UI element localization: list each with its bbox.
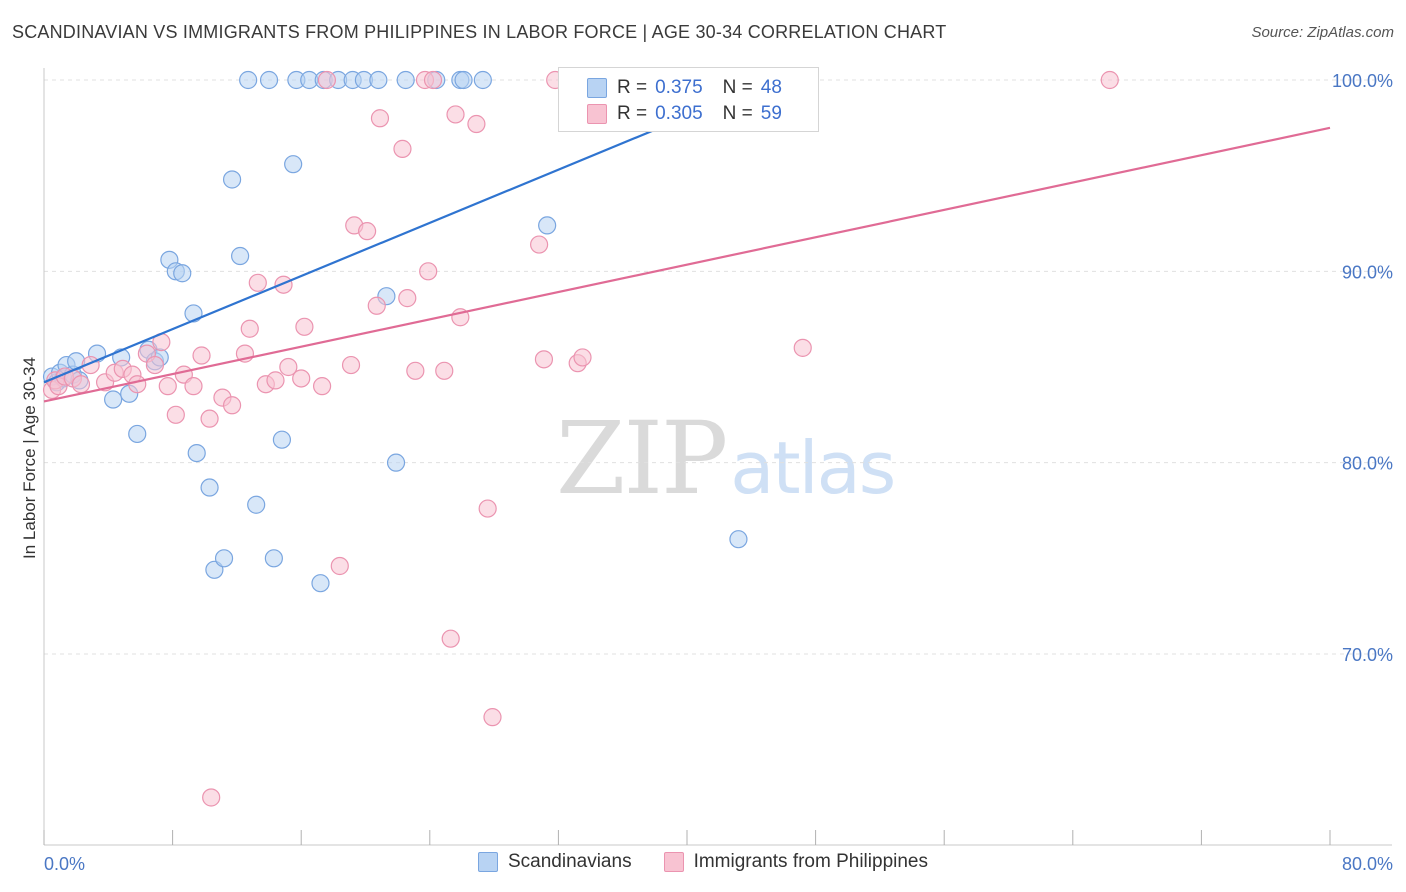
philippines-point: [530, 235, 549, 254]
chart-title: SCANDINAVIAN VS IMMIGRANTS FROM PHILIPPI…: [12, 22, 947, 42]
legend-r-label: R =: [617, 103, 648, 124]
philippines-point: [423, 70, 443, 90]
philippines-point: [240, 319, 259, 338]
philippines-point: [341, 355, 361, 375]
legend-swatch-blue: [477, 852, 498, 872]
scandinavians-point: [247, 495, 266, 514]
philippines-point: [222, 396, 242, 415]
legend-n-value: 59: [760, 103, 782, 124]
philippines-point: [317, 70, 337, 90]
legend-swatch-pink: [587, 104, 607, 124]
scandinavians-point: [222, 170, 242, 189]
legend-row-philippines: R = 0.305 N = 59: [587, 102, 782, 126]
philippines-point: [435, 361, 454, 380]
philippines-point: [419, 262, 438, 281]
watermark-atlas: atlas: [730, 426, 896, 510]
philippines-point: [128, 375, 147, 394]
legend-n-label: N =: [722, 77, 753, 98]
philippines-point: [295, 317, 314, 336]
philippines-point: [358, 222, 377, 241]
philippines-points: [42, 70, 1119, 807]
philippines-point: [166, 405, 185, 424]
philippines-point: [483, 708, 502, 727]
scandinavians-point: [239, 70, 258, 90]
philippines-point: [441, 629, 460, 648]
correlation-legend: R = 0.375 N = 48 R = 0.305 N = 59: [558, 67, 819, 132]
philippines-point: [192, 346, 211, 365]
legend-item-scandinavians[interactable]: Scandinavians: [477, 851, 632, 873]
philippines-point: [478, 499, 497, 518]
philippines-point: [1100, 70, 1119, 90]
legend-label-scandinavians: Scandinavians: [507, 851, 632, 872]
legend-label-philippines: Immigrants from Philippines: [693, 851, 928, 872]
legend-item-philippines[interactable]: Immigrants from Philippines: [663, 851, 928, 873]
philippines-point: [406, 361, 425, 380]
philippines-point: [71, 375, 91, 394]
axes: [43, 68, 1392, 846]
philippines-point: [467, 114, 486, 134]
philippines-point: [292, 369, 311, 388]
philippines-point: [573, 348, 592, 367]
philippines-point: [534, 350, 554, 369]
philippines-point: [202, 788, 221, 807]
philippines-point: [367, 296, 386, 315]
philippines-point: [248, 273, 267, 292]
grid-lines: [44, 79, 1392, 655]
x-tick-label: 80.0%: [1342, 854, 1393, 874]
philippines-point: [793, 338, 812, 357]
scandinavians-point: [396, 70, 415, 90]
philippines-point: [312, 377, 332, 396]
philippines-point: [446, 105, 465, 124]
scandinavians-point: [454, 70, 473, 90]
philippines-trend-line: [43, 126, 1331, 403]
scandinavians-point: [729, 530, 748, 549]
source-label: Source: ZipAtlas.com: [1251, 24, 1394, 41]
scandinavians-point: [214, 549, 234, 568]
philippines-point: [145, 355, 165, 375]
scandinavians-point: [369, 70, 388, 90]
series-legend: Scandinavians Immigrants from Philippine…: [0, 851, 1406, 873]
scandinavians-point: [128, 424, 147, 444]
scandinavians-point: [173, 264, 192, 283]
watermark-zip: ZIP: [556, 400, 728, 517]
scandinavians-point: [538, 216, 557, 235]
philippines-point: [158, 377, 177, 396]
philippines-point: [279, 357, 298, 377]
scandinavians-point: [386, 453, 406, 472]
legend-r-value: 0.305: [655, 103, 703, 124]
scandinavians-point: [231, 246, 250, 266]
scandinavians-point: [284, 155, 303, 174]
scandinavians-point: [200, 478, 219, 497]
scandinavians-point: [264, 549, 283, 568]
philippines-point: [330, 556, 349, 576]
legend-r-label: R =: [617, 77, 648, 98]
legend-swatch-blue: [587, 78, 607, 98]
tick-labels: 70.0% 80.0% 90.0% 100.0% 0.0% 80.0% In Labor F…: [20, 71, 1393, 874]
scandinavians-point: [473, 70, 492, 90]
scandinavians-point: [104, 390, 123, 409]
legend-r-value: 0.375: [655, 77, 703, 98]
legend-n-label: N =: [722, 103, 753, 124]
y-tick-label: 70.0%: [1342, 645, 1393, 665]
philippines-point: [200, 409, 219, 428]
scandinavians-point: [259, 70, 279, 90]
legend-row-scandinavians: R = 0.375 N = 48: [587, 76, 782, 100]
y-tick-label: 80.0%: [1342, 454, 1393, 474]
y-axis-title: In Labor Force | Age 30-34: [20, 357, 39, 559]
zipatlas-watermark: ZIPatlas: [556, 400, 896, 517]
x-tick-label: 0.0%: [44, 854, 85, 874]
legend-swatch-pink: [663, 852, 684, 872]
philippines-point: [370, 109, 390, 128]
scandinavians-point: [187, 443, 206, 463]
legend-n-value: 48: [760, 77, 782, 98]
philippines-point: [393, 139, 412, 158]
scandinavians-point: [311, 574, 330, 593]
y-tick-label: 90.0%: [1342, 262, 1393, 282]
philippines-point: [184, 377, 203, 396]
philippines-point: [398, 289, 417, 308]
philippines-point: [266, 371, 285, 390]
scandinavians-point: [272, 430, 292, 449]
y-tick-label: 100.0%: [1332, 71, 1393, 91]
